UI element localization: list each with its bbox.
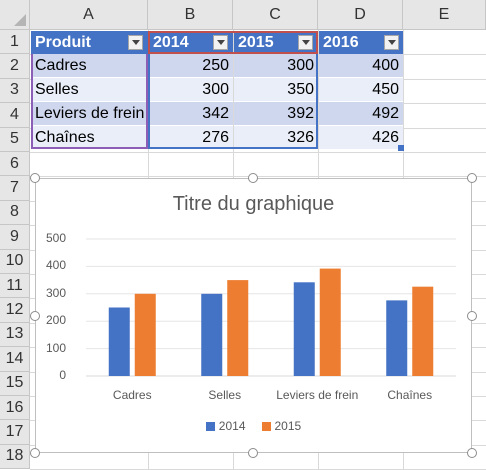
- resize-handle[interactable]: [467, 311, 477, 321]
- value-cell[interactable]: 350: [234, 78, 318, 101]
- chart-area[interactable]: Titre du graphique 0 100 200 300 400 500 Cadr…: [35, 178, 472, 453]
- bar-2015-1[interactable]: [227, 280, 249, 376]
- bar-2014-2[interactable]: [293, 282, 315, 376]
- row-header[interactable]: 3: [0, 78, 30, 104]
- bar-2014-0[interactable]: [108, 307, 130, 377]
- chart-legend[interactable]: 2014 2015: [36, 419, 471, 433]
- series-name-range-highlight: [31, 54, 148, 149]
- filter-dropdown-button[interactable]: [128, 35, 143, 50]
- legend-swatch: [205, 421, 215, 431]
- series-header-range-highlight: [148, 31, 318, 54]
- row-header[interactable]: 2: [0, 54, 30, 79]
- row-header[interactable]: 12: [0, 298, 30, 323]
- table-resize-handle[interactable]: [398, 145, 404, 151]
- column-header-a[interactable]: A: [30, 0, 148, 30]
- column-header-b[interactable]: B: [148, 0, 233, 30]
- bar-2015-2[interactable]: [319, 268, 341, 376]
- resize-handle[interactable]: [248, 448, 258, 458]
- legend-item: 2014: [205, 419, 246, 433]
- column-header-e[interactable]: E: [403, 0, 486, 30]
- legend-label: 2014: [218, 419, 246, 433]
- bar-2014-3[interactable]: [386, 300, 408, 376]
- y-tick-label: 100: [45, 340, 66, 355]
- row-header[interactable]: 4: [0, 103, 30, 128]
- resize-handle[interactable]: [30, 448, 40, 458]
- value-cell[interactable]: 492: [319, 102, 403, 125]
- y-tick-label: 300: [45, 285, 66, 300]
- x-category-label: Leviers de frein: [276, 388, 359, 402]
- row-header[interactable]: 18: [0, 444, 30, 470]
- values-range-highlight: [148, 54, 318, 149]
- row-header[interactable]: 7: [0, 176, 30, 201]
- legend-item: 2015: [261, 419, 302, 433]
- row-header[interactable]: 15: [0, 371, 30, 396]
- value-cell[interactable]: 250: [149, 54, 233, 77]
- resize-handle[interactable]: [467, 173, 477, 183]
- header-cell-2014[interactable]: 2014: [149, 31, 233, 54]
- chart-plot: [86, 238, 456, 377]
- x-category-label: Selles: [208, 388, 242, 402]
- x-category-label: Cadres: [112, 388, 152, 402]
- row-header[interactable]: 9: [0, 225, 30, 250]
- y-tick-label: 400: [45, 258, 66, 273]
- value-cell[interactable]: 300: [234, 54, 318, 77]
- bar-2015-0[interactable]: [134, 293, 156, 376]
- value-cell[interactable]: 426: [319, 126, 403, 149]
- value-cell[interactable]: 392: [234, 102, 318, 125]
- column-header-d[interactable]: D: [318, 0, 403, 30]
- product-cell[interactable]: Chaînes: [31, 126, 148, 149]
- product-cell[interactable]: Leviers de frein: [31, 102, 148, 125]
- resize-handle[interactable]: [30, 173, 40, 183]
- x-category-label: Chaînes: [387, 388, 433, 402]
- value-cell[interactable]: 276: [149, 126, 233, 149]
- product-cell[interactable]: Selles: [31, 78, 148, 101]
- y-tick-label: 500: [45, 231, 66, 245]
- filter-dropdown-button[interactable]: [384, 35, 399, 50]
- resize-handle[interactable]: [30, 311, 40, 321]
- row-header[interactable]: 16: [0, 396, 30, 421]
- value-cell[interactable]: 326: [234, 126, 318, 149]
- resize-handle[interactable]: [248, 173, 258, 183]
- filter-dropdown-button[interactable]: [213, 35, 228, 50]
- header-cell-produit[interactable]: Produit: [31, 31, 148, 54]
- row-header[interactable]: 1: [0, 30, 30, 55]
- product-cell[interactable]: Cadres: [31, 54, 148, 77]
- value-cell[interactable]: 450: [319, 78, 403, 101]
- row-header[interactable]: 8: [0, 200, 30, 226]
- bar-2015-3[interactable]: [412, 286, 434, 376]
- row-header[interactable]: 6: [0, 152, 30, 177]
- value-cell[interactable]: 342: [149, 102, 233, 125]
- filter-dropdown-button[interactable]: [298, 35, 313, 50]
- legend-swatch: [261, 421, 271, 431]
- row-header[interactable]: 5: [0, 127, 30, 152]
- value-cell[interactable]: 400: [319, 54, 403, 77]
- chart-title[interactable]: Titre du graphique: [172, 193, 335, 215]
- row-header[interactable]: 11: [0, 274, 30, 299]
- y-tick-label: 200: [45, 313, 66, 328]
- header-cell-2015[interactable]: 2015: [234, 31, 318, 54]
- row-header[interactable]: 17: [0, 420, 30, 445]
- resize-handle[interactable]: [467, 448, 477, 458]
- select-all-button[interactable]: [0, 0, 30, 30]
- bar-2014-1[interactable]: [201, 293, 223, 376]
- column-header-c[interactable]: C: [233, 0, 318, 30]
- legend-label: 2015: [274, 419, 302, 433]
- row-header[interactable]: 14: [0, 347, 30, 372]
- y-tick-label: 0: [59, 368, 66, 382]
- row-header[interactable]: 10: [0, 249, 30, 274]
- header-cell-2016[interactable]: 2016: [319, 31, 403, 54]
- row-header[interactable]: 13: [0, 322, 30, 348]
- value-cell[interactable]: 300: [149, 78, 233, 101]
